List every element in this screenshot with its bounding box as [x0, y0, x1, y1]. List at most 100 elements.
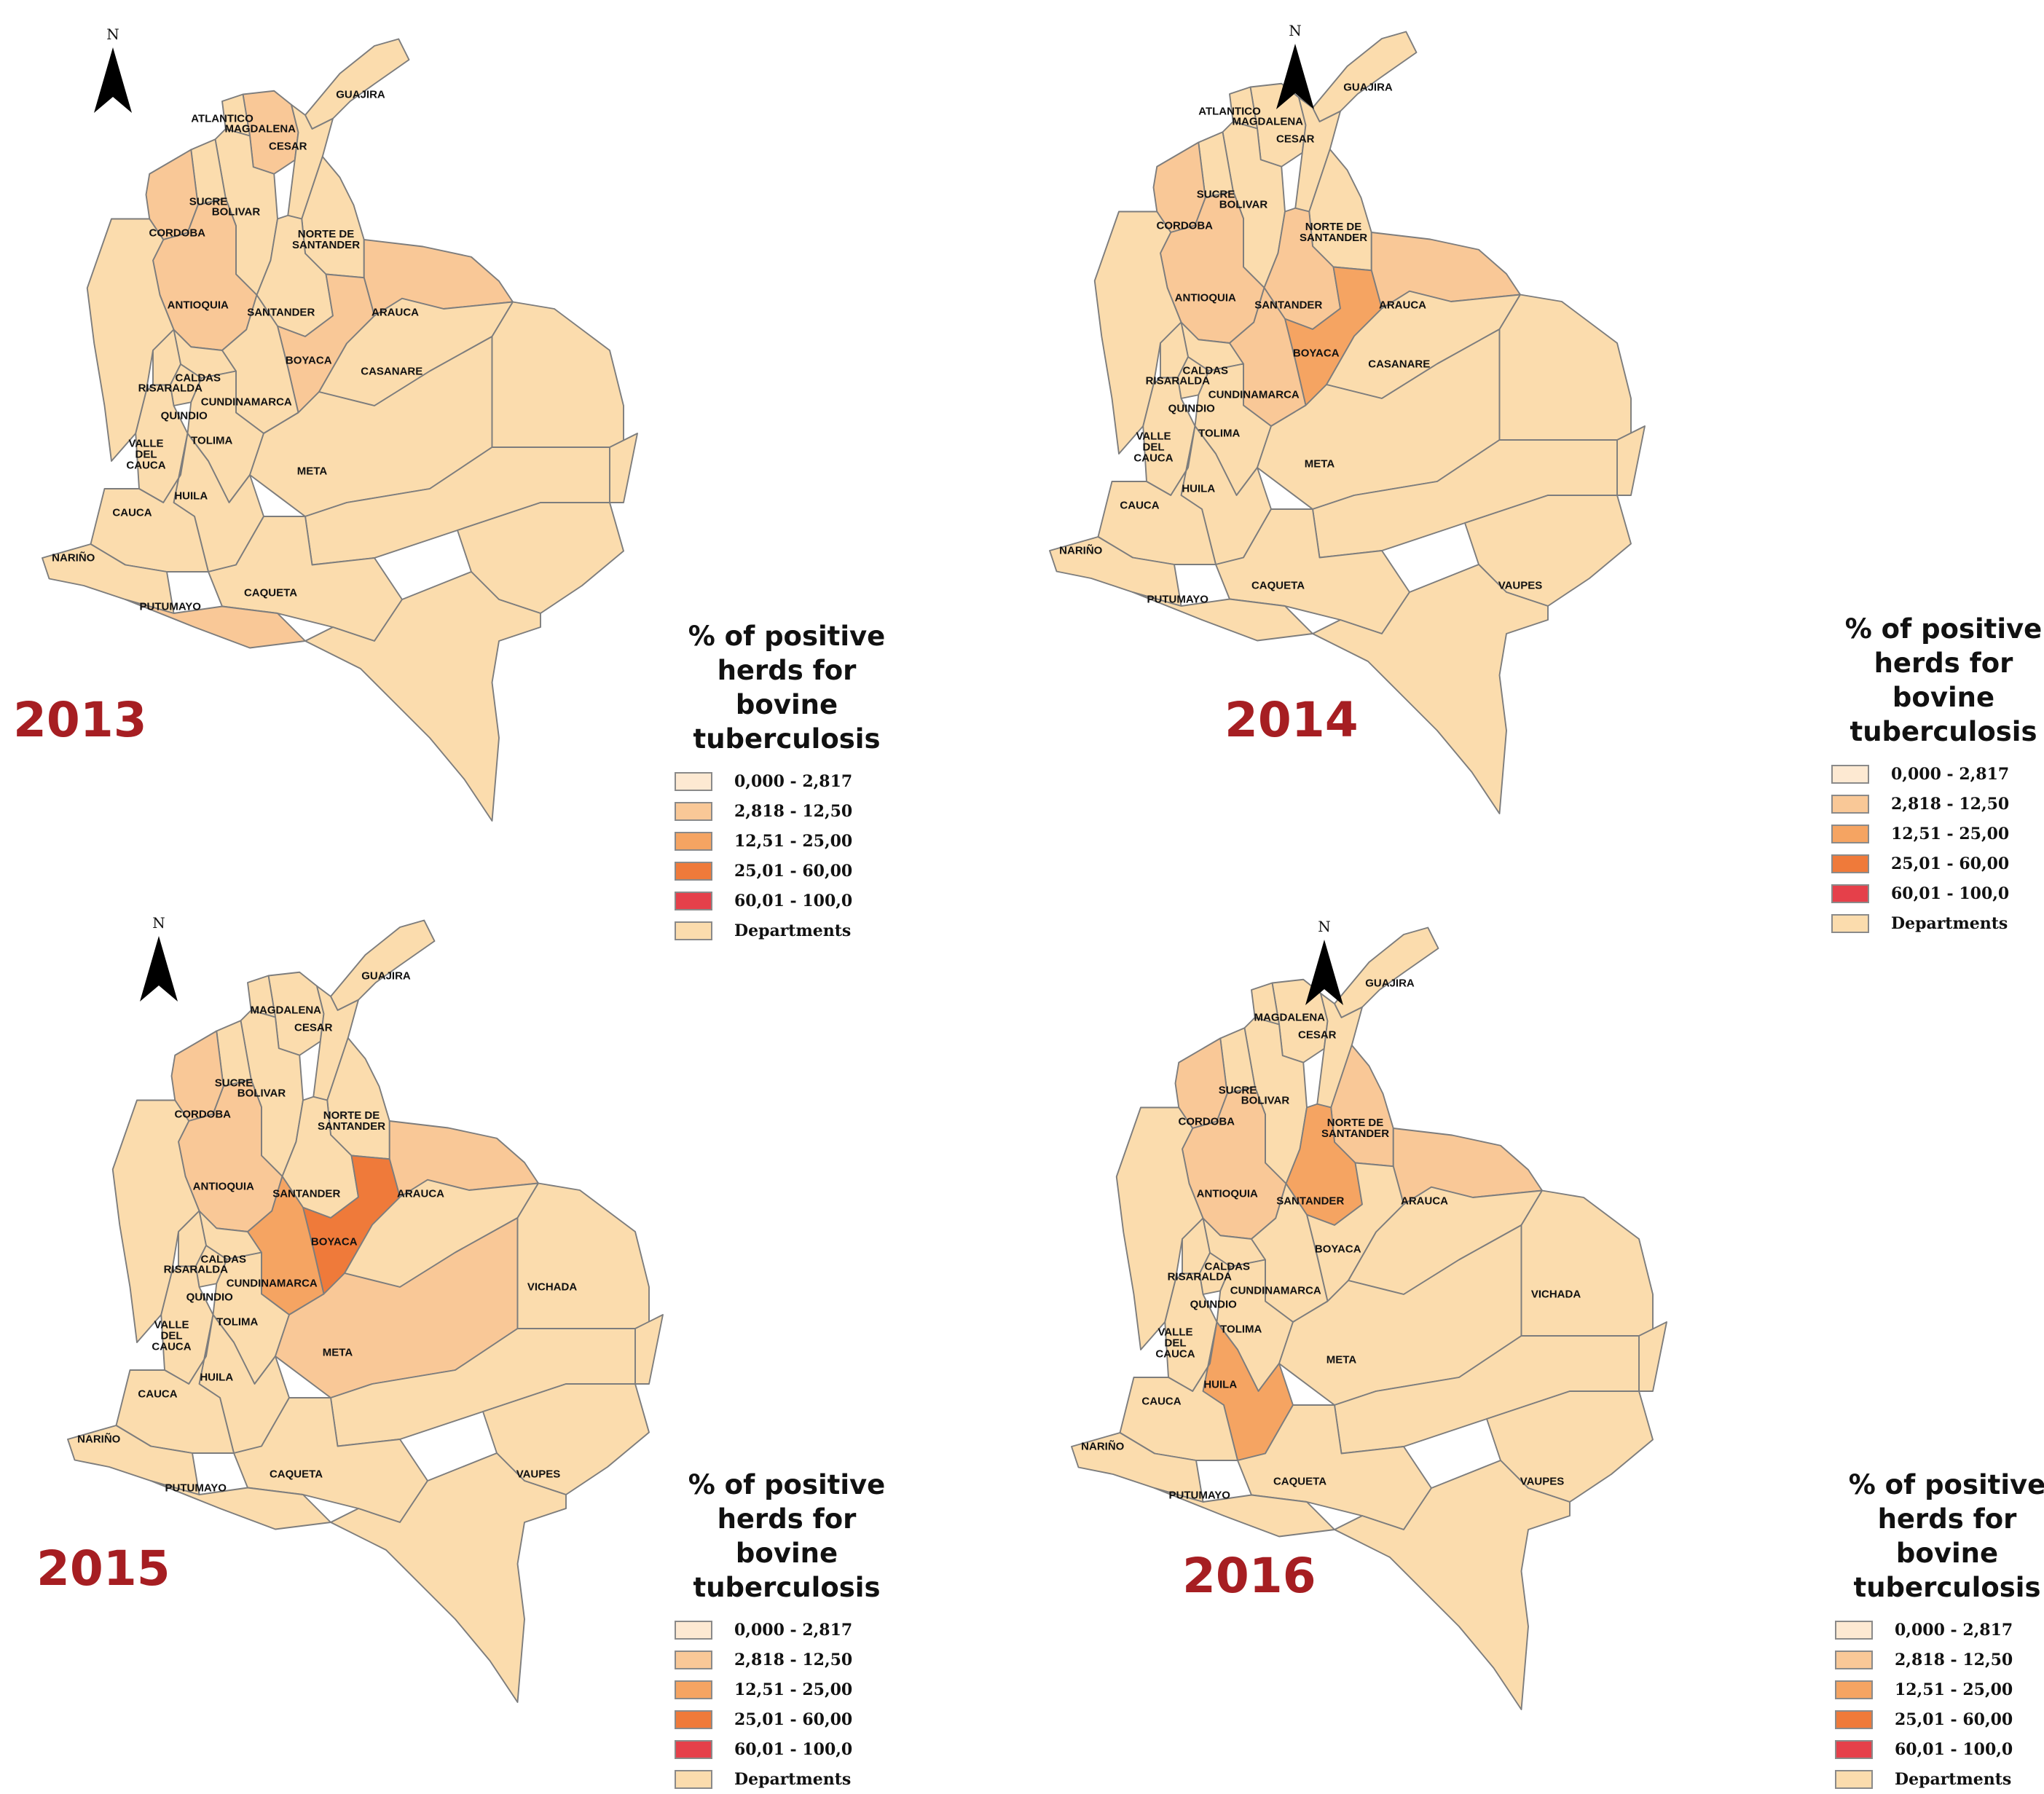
north-arrow-icon: N: [137, 914, 181, 1002]
legend-item: 2,818 - 12,50: [670, 796, 903, 826]
department-putumayo: [1132, 591, 1313, 642]
department-label: ATLANTICO: [1198, 105, 1261, 118]
department-label: BOLIVAR: [1241, 1094, 1290, 1107]
department-label: CORDOBA: [149, 227, 206, 239]
legend-label: 25,01 - 60,00: [1895, 1710, 2013, 1729]
legend-label: 60,01 - 100,0: [1895, 1739, 2013, 1759]
department-label: SANTANDER: [247, 306, 315, 319]
year-label: 2013: [13, 692, 147, 748]
department-label: NORTE DE SANTANDER: [1321, 1117, 1390, 1140]
north-letter: N: [1289, 22, 1302, 39]
department-label: RISARALDA: [1145, 374, 1210, 387]
department-label: QUINDIO: [1190, 1298, 1237, 1311]
legend-swatch: [675, 1680, 712, 1699]
department-label: MAGDALENA: [1254, 1011, 1326, 1024]
department-label: ARAUCA: [372, 306, 419, 319]
department-label: GUAJIRA: [1343, 81, 1393, 93]
legend-swatch: [675, 861, 712, 881]
legend-item: 60,01 - 100,0: [1827, 878, 2044, 908]
legend-item: 0,000 - 2,817: [670, 766, 903, 796]
legend-swatch: [675, 1620, 712, 1640]
department-label: CALDAS: [200, 1253, 247, 1266]
department-label: BOYACA: [285, 354, 332, 367]
legend-label: Departments: [734, 921, 852, 940]
legend: % of positive herds for bovine tuberculosis…: [1827, 612, 2044, 938]
department-label: META: [1326, 1353, 1357, 1366]
department-guainia: [609, 433, 638, 503]
legend-item: Departments: [1827, 908, 2044, 938]
department-choco: [111, 1099, 200, 1343]
legend-label: 0,000 - 2,817: [1895, 1620, 2013, 1640]
department-label: VALLE DEL CAUCA: [1133, 430, 1174, 464]
legend-swatch: [1831, 824, 1869, 843]
colombia-map: [1049, 31, 1646, 814]
department-label: MAGDALENA: [250, 1004, 322, 1017]
department-label: HUILA: [1203, 1378, 1238, 1390]
department-label: CALDAS: [1204, 1260, 1251, 1273]
department-label: NORTE DE SANTANDER: [1299, 221, 1368, 244]
legend-swatch: [675, 831, 712, 851]
department-guainia: [1616, 425, 1646, 496]
department-label: CALDAS: [175, 371, 221, 385]
department-label: TOLIMA: [191, 434, 233, 446]
department-label: TOLIMA: [1220, 1323, 1262, 1335]
legend-label: Departments: [734, 1769, 852, 1789]
department-vichada: [1498, 294, 1632, 441]
map-panel-2014: GUAJIRA ATLANTICO MAGDALENA CESAR SUCRE BOLIV…: [1022, 0, 2044, 933]
department-label: VALLE DEL CAUCA: [152, 1318, 192, 1353]
map-panel-2015: GUAJIRA MAGDALENA CESAR SUCRE BOLIVAR CORDOBA…: [0, 892, 1022, 1789]
legend-item: 12,51 - 25,00: [670, 1675, 903, 1704]
legend-title: % of positive herds for bovine tuberculosis: [1848, 1469, 2044, 1603]
colombia-map: [67, 919, 664, 1703]
north-letter: N: [1318, 918, 1331, 935]
department-label: QUINDIO: [186, 1291, 233, 1304]
department-label: ANTIOQUIA: [167, 299, 229, 312]
department-label: CAUCA: [1120, 499, 1160, 512]
department-label: PUTUMAYO: [1147, 593, 1208, 605]
department-label: HUILA: [174, 489, 208, 502]
department-guajira: [330, 919, 436, 1011]
department-label: CUNDINAMARCA: [226, 1277, 318, 1290]
department-label: TOLIMA: [1198, 427, 1241, 439]
department-label: HUILA: [200, 1371, 234, 1383]
department-label: TOLIMA: [216, 1315, 259, 1328]
legend-label: 12,51 - 25,00: [734, 831, 853, 851]
legend-item: Departments: [670, 916, 903, 945]
legend-item: Departments: [670, 1764, 903, 1794]
department-label: CUNDINAMARCA: [1208, 388, 1300, 401]
department-label: NARIÑO: [52, 551, 95, 564]
north-arrow-icon: N: [1273, 22, 1317, 109]
department-label: BOLIVAR: [237, 1087, 286, 1100]
department-label: VICHADA: [527, 1280, 578, 1294]
legend-swatch: [675, 921, 712, 940]
department-label: QUINDIO: [1168, 402, 1215, 415]
year-label: 2015: [36, 1541, 170, 1597]
department-label: ARAUCA: [1379, 299, 1426, 312]
department-label: CAQUETA: [1273, 1475, 1327, 1487]
department-label: ANTIOQUIA: [1196, 1187, 1258, 1200]
legend-swatch: [675, 771, 712, 791]
department-label: CORDOBA: [174, 1108, 232, 1120]
department-label: VALLE DEL CAUCA: [126, 437, 166, 471]
legend-label: 12,51 - 25,00: [1895, 1680, 2013, 1699]
department-label: BOYACA: [1292, 347, 1340, 360]
department-amazonas: [1312, 564, 1549, 814]
department-amazonas: [304, 571, 541, 822]
department-label: SUCRE: [189, 195, 228, 208]
department-label: ANTIOQUIA: [192, 1180, 254, 1193]
legend-swatch: [675, 801, 712, 821]
legend-label: 25,01 - 60,00: [734, 861, 853, 881]
department-label: MAGDALENA: [1232, 115, 1304, 128]
colombia-map: [42, 38, 638, 822]
department-label: CAQUETA: [269, 1468, 323, 1480]
department-label: META: [1304, 457, 1335, 471]
legend: % of positive herds for bovine tuberculosis…: [670, 619, 903, 945]
department-label: CUNDINAMARCA: [200, 396, 292, 409]
department-label: SANTANDER: [272, 1187, 341, 1200]
legend-swatch: [675, 1739, 712, 1759]
department-label: BOLIVAR: [1219, 198, 1268, 211]
legend-label: 25,01 - 60,00: [734, 1710, 853, 1729]
department-label: CESAR: [1275, 133, 1315, 146]
legend-label: 0,000 - 2,817: [1891, 764, 2010, 784]
department-label: NARIÑO: [77, 1433, 121, 1446]
